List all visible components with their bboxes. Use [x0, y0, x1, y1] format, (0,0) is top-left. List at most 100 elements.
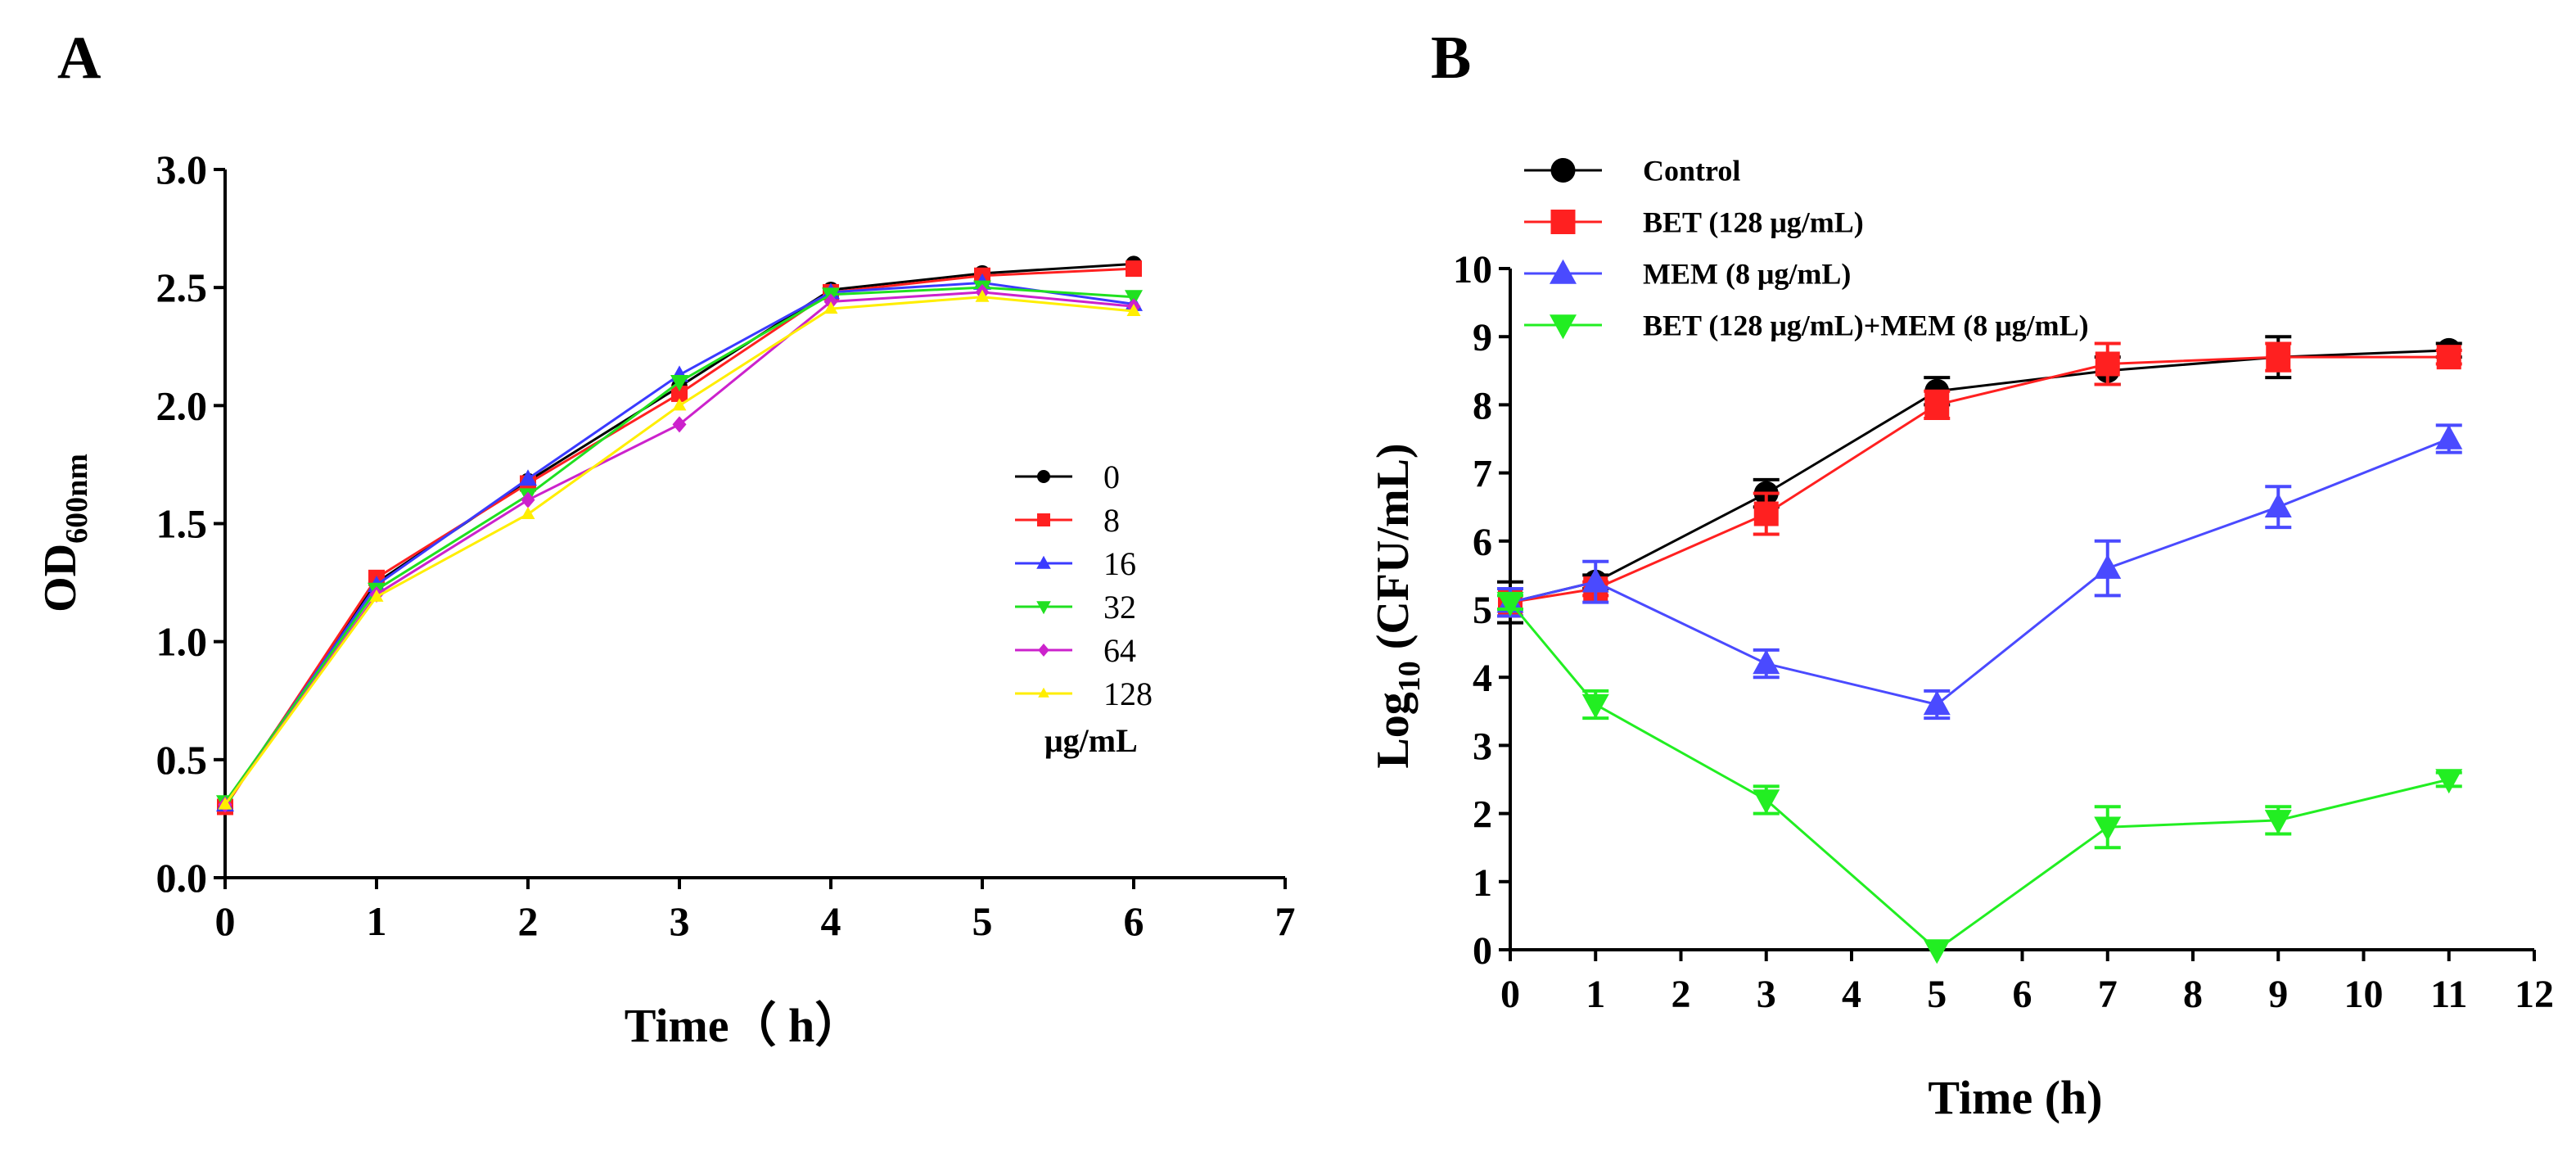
x-tick-label: 5: [972, 898, 993, 944]
y-tick-label: 1.0: [156, 619, 208, 665]
legend-item-BET (128 μg/mL)+MEM (8 μg/mL): BET (128 μg/mL)+MEM (8 μg/mL): [1524, 309, 2089, 342]
data-point: [1125, 290, 1143, 307]
legend-item-32: 32: [1015, 589, 1136, 626]
data-point: [1753, 501, 1779, 526]
legend-label: Control: [1643, 155, 1740, 187]
x-tick-label: 2: [1671, 973, 1691, 1016]
x-tick-label: 11: [2430, 973, 2467, 1016]
panel-b-legend: Control BET (128 μg/mL) MEM (8 μg/mL) BET (…: [1524, 155, 2089, 342]
data-point: [672, 416, 687, 433]
x-tick-label: 5: [1927, 973, 1947, 1016]
y-tick-label: 0: [1473, 929, 1492, 973]
data-point: [2436, 345, 2461, 370]
legend-marker: [1550, 314, 1577, 340]
panel-b-ylabel-rest: (CFU/mL): [1368, 443, 1419, 661]
legend-item-8: 8: [1015, 502, 1120, 539]
y-tick-label: 0.0: [156, 855, 208, 901]
panel-b-ylabel-main: Log: [1368, 692, 1419, 768]
data-point: [2266, 345, 2291, 370]
y-tick-label: 3: [1473, 725, 1492, 768]
data-point: [1126, 304, 1141, 316]
data-point: [2435, 424, 2463, 450]
legend-title: μg/mL: [1044, 722, 1138, 759]
data-point: [1924, 392, 1950, 418]
legend-marker: [1037, 470, 1050, 483]
legend-item-16: 16: [1015, 545, 1136, 582]
legend-item-0: 0: [1015, 459, 1120, 495]
data-point: [2264, 492, 2292, 517]
data-point: [521, 506, 535, 519]
data-point: [519, 469, 537, 486]
panel-a-ylabel-main: OD: [35, 544, 86, 612]
legend-label: 8: [1103, 502, 1120, 539]
x-tick-label: 0: [215, 898, 236, 944]
legend-label: 128: [1103, 675, 1153, 712]
x-tick-label: 3: [670, 898, 690, 944]
data-point: [1581, 693, 1609, 719]
panel-a-label: A: [57, 25, 101, 92]
panel-b-series: [1496, 335, 2463, 965]
panel-b-ylabel-sub: 10: [1392, 661, 1427, 692]
x-tick-label: 4: [821, 898, 841, 944]
x-tick-label: 9: [2268, 973, 2288, 1016]
y-tick-label: 6: [1473, 521, 1492, 564]
y-tick-label: 1.5: [156, 501, 208, 547]
y-tick-label: 3.0: [156, 147, 208, 192]
y-tick-label: 10: [1453, 248, 1492, 291]
legend-label: 32: [1103, 589, 1136, 626]
panel-a: A 0.0 0.5 1.0 1.5 2.0 2.5 3.0 0 1 2 3 4 5 6 7 0 8 16 32 64…: [35, 25, 1296, 1052]
y-tick-label: 9: [1473, 316, 1492, 359]
data-point: [521, 491, 535, 508]
data-point: [2435, 769, 2463, 794]
legend-label: BET (128 μg/mL): [1643, 206, 1864, 239]
x-tick-label: 1: [1586, 973, 1605, 1016]
legend-item-64: 64: [1015, 632, 1136, 669]
data-point: [823, 301, 838, 314]
y-tick-label: 2.5: [156, 264, 208, 310]
legend-label: 64: [1103, 632, 1136, 669]
legend-item-BET (128 μg/mL): BET (128 μg/mL): [1524, 206, 1864, 239]
legend-marker: [1038, 687, 1049, 698]
series-BET (128 μg/mL)+MEM (8 μg/mL): [1496, 591, 2463, 965]
x-tick-label: 6: [1124, 898, 1144, 944]
panel-b-xlabel: Time (h): [1928, 1071, 2102, 1124]
legend-label: 16: [1103, 545, 1136, 582]
data-point: [1496, 591, 1524, 617]
legend-marker: [1036, 601, 1051, 615]
y-tick-label: 5: [1473, 589, 1492, 632]
y-tick-label: 7: [1473, 453, 1492, 496]
y-tick-label: 2.0: [156, 382, 208, 428]
data-point: [218, 797, 232, 810]
data-point: [2095, 351, 2120, 377]
legend-label: 0: [1103, 459, 1120, 495]
x-tick-label: 8: [2183, 973, 2203, 1016]
data-point: [975, 289, 990, 302]
legend-marker: [1550, 259, 1577, 284]
x-tick-label: 7: [2098, 973, 2118, 1016]
data-point: [2094, 816, 2122, 842]
legend-item-Control: Control: [1524, 155, 1740, 187]
legend-item-MEM (8 μg/mL): MEM (8 μg/mL): [1524, 258, 1851, 291]
x-tick-label: 6: [2013, 973, 2032, 1016]
panel-a-axes: 0.0 0.5 1.0 1.5 2.0 2.5 3.0 0 1 2 3 4 5 6 7: [156, 147, 1296, 944]
legend-item-128: 128: [1015, 675, 1153, 712]
panel-b-label: B: [1431, 25, 1471, 92]
panel-a-series: [216, 255, 1143, 815]
data-point: [1126, 260, 1142, 278]
x-tick-label: 10: [2344, 973, 2384, 1016]
x-tick-label: 2: [518, 898, 539, 944]
legend-marker: [1037, 513, 1050, 526]
legend-marker: [1038, 644, 1049, 657]
legend-label: MEM (8 μg/mL): [1643, 258, 1851, 291]
panel-a-xlabel: Time（ h）: [625, 999, 863, 1052]
data-point: [671, 385, 688, 402]
panel-a-ylabel: OD600nm: [35, 454, 94, 612]
data-point: [1923, 690, 1951, 716]
data-point: [1923, 939, 1951, 965]
x-tick-label: 4: [1842, 973, 1861, 1016]
legend-marker: [1550, 210, 1576, 234]
x-tick-label: 7: [1275, 898, 1296, 944]
